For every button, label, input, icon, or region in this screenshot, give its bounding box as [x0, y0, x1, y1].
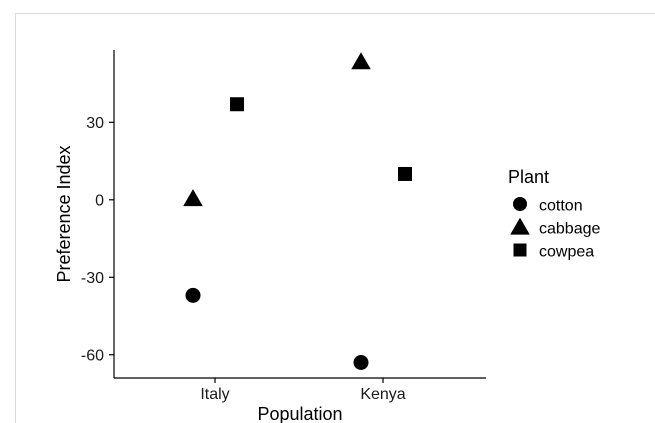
data-point-cowpea-kenya — [398, 166, 412, 181]
data-points — [183, 52, 412, 371]
legend-items: cotton cabbage cowpea — [510, 197, 600, 261]
legend: Plant cotton cabbage cowpea — [508, 167, 600, 261]
data-point-cotton-kenya — [353, 355, 369, 371]
chart-frame — [15, 13, 655, 423]
y-axis-title: Preference Index — [54, 145, 74, 282]
data-point-cabbage-kenya — [351, 52, 371, 70]
x-axis-title: Population — [257, 404, 342, 423]
y-ticks: -60 -30 0 30 — [81, 115, 114, 364]
data-point-cowpea-italy — [230, 97, 244, 112]
legend-key-cotton — [513, 197, 527, 211]
y-tick-label: 30 — [86, 115, 104, 132]
legend-title: Plant — [508, 167, 549, 187]
x-tick-label: Kenya — [360, 386, 405, 403]
y-tick-label: -60 — [81, 347, 104, 364]
legend-key-cabbage — [510, 217, 530, 235]
legend-label-cotton: cotton — [539, 198, 583, 215]
legend-label-cabbage: cabbage — [539, 221, 600, 238]
legend-label-cowpea: cowpea — [539, 244, 594, 261]
x-ticks: Italy Kenya — [200, 378, 406, 403]
y-tick-label: -30 — [81, 270, 104, 287]
data-point-cabbage-italy — [183, 189, 203, 207]
axes — [113, 50, 486, 379]
data-point-cotton-italy — [185, 287, 201, 303]
legend-key-cowpea — [513, 243, 527, 257]
x-tick-label: Italy — [200, 386, 229, 403]
y-tick-label: 0 — [95, 192, 104, 209]
